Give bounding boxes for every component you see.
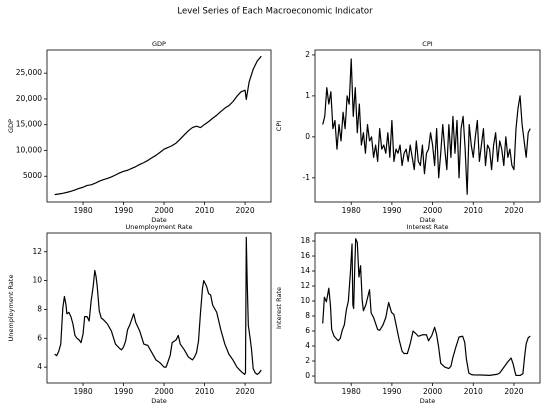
axes-frame (46, 49, 272, 203)
x-tick-label: 1980 (342, 206, 361, 215)
y-axis-label: Interest Rate (275, 287, 283, 329)
x-tick-label: 1990 (382, 206, 401, 215)
x-tick-label: 2000 (423, 387, 442, 396)
axes-frame (314, 49, 541, 203)
data-line (322, 58, 531, 195)
y-tick-label: 12 (300, 281, 310, 290)
axes-frame (314, 232, 541, 384)
x-axis-label: Date (151, 216, 167, 224)
y-tick-label: 2 (305, 356, 310, 365)
subplot-title: Unemployment Rate (126, 223, 193, 231)
data-line (54, 55, 262, 196)
x-tick-label: 2020 (236, 387, 255, 396)
x-tick-label: 2010 (464, 206, 483, 215)
x-tick-label: 2000 (155, 206, 174, 215)
y-tick-label: 1 (305, 91, 310, 100)
x-tick-label: 2010 (195, 387, 214, 396)
x-axis-label: Date (420, 397, 436, 405)
y-tick-label: 18 (300, 236, 310, 245)
y-tick-label: 6 (305, 326, 310, 335)
x-tick-label: 2000 (155, 387, 174, 396)
x-tick-label: 2020 (504, 206, 523, 215)
data-line (322, 238, 531, 377)
y-tick-label: 10,000 (16, 145, 42, 154)
x-tick-label: 2020 (504, 387, 523, 396)
subplot-title: GDP (152, 40, 166, 48)
subplot-title: CPI (422, 40, 432, 48)
y-tick-label: 12 (32, 247, 42, 256)
x-tick-label: 1990 (382, 387, 401, 396)
x-tick-label: 2020 (236, 206, 255, 215)
data-line (54, 236, 262, 375)
y-tick-label: 14 (300, 266, 310, 275)
y-tick-label: 20,000 (16, 94, 42, 103)
y-axis-label: Unemployment Rate (7, 275, 15, 342)
y-tick-label: 10 (300, 296, 310, 305)
y-tick-label: 0 (305, 132, 310, 141)
x-tick-label: 1980 (74, 387, 93, 396)
x-tick-label: 1980 (74, 206, 93, 215)
x-tick-label: 2010 (464, 387, 483, 396)
x-axis-label: Date (151, 397, 167, 405)
x-tick-label: 1980 (342, 387, 361, 396)
x-tick-label: 2010 (195, 206, 214, 215)
y-tick-label: 8 (305, 311, 310, 320)
x-tick-label: 1990 (114, 206, 133, 215)
subplot-title: Interest Rate (406, 223, 448, 231)
y-tick-label: 4 (37, 362, 42, 371)
figure-title: Level Series of Each Macroeconomic Indic… (177, 7, 373, 17)
y-tick-label: 10 (32, 276, 42, 285)
y-axis-label: CPI (275, 121, 283, 131)
y-tick-label: 6 (37, 333, 42, 342)
x-axis-label: Date (420, 216, 436, 224)
y-tick-label: 0 (305, 371, 310, 380)
axes-frame (46, 232, 272, 384)
y-tick-label: 15,000 (16, 120, 42, 129)
y-tick-label: 5000 (23, 171, 42, 180)
y-tick-label: 8 (37, 304, 42, 313)
y-tick-label: 16 (300, 251, 310, 260)
y-tick-label: -1 (303, 173, 311, 182)
y-tick-label: 2 (305, 50, 310, 59)
y-axis-label: GDP (7, 119, 15, 133)
x-tick-label: 1990 (114, 387, 133, 396)
y-tick-label: 25,000 (16, 68, 42, 77)
y-tick-label: 4 (305, 341, 310, 350)
x-tick-label: 2000 (423, 206, 442, 215)
